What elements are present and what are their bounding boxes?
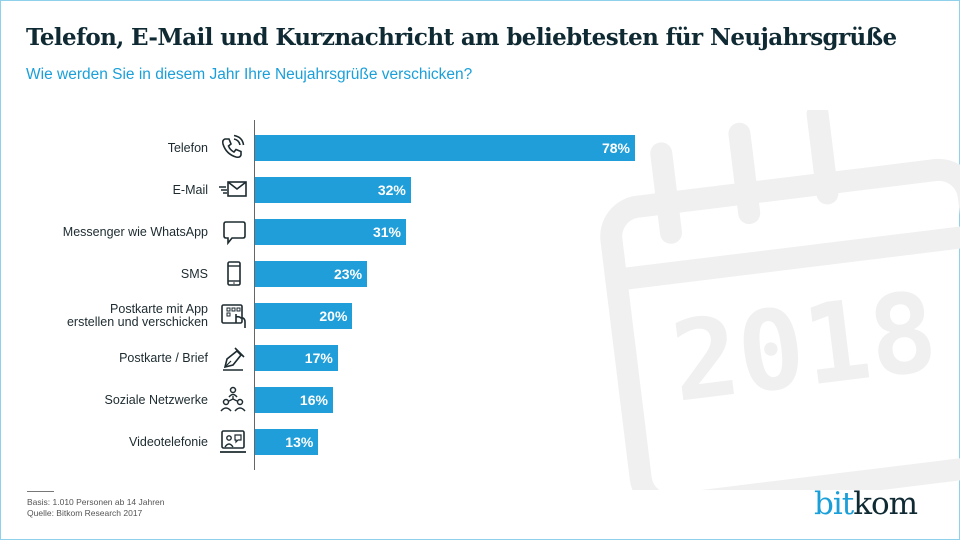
bar: 17%: [255, 345, 338, 371]
category-label: Telefon: [167, 140, 208, 155]
bar: 13%: [255, 429, 319, 455]
category-label: E-Mail: [172, 182, 208, 197]
footer-basis: Basis: 1.010 Personen ab 14 Jahren: [27, 497, 165, 507]
bar-value-label: 31%: [372, 224, 402, 240]
video-call-icon: [220, 430, 246, 453]
pen-icon: [223, 347, 245, 371]
bar-value-label: 32%: [377, 182, 406, 198]
bar-value-label: 17%: [304, 350, 333, 366]
email-icon: [219, 181, 247, 197]
chat-bubble-icon: [223, 221, 246, 246]
y-axis-line: [254, 120, 255, 470]
category-label: Postkarte mit App erstellen und verschic…: [66, 302, 208, 329]
bar-value-label: 16%: [299, 392, 328, 408]
bar: 23%: [255, 261, 368, 287]
category-label: SMS: [180, 266, 208, 281]
calendar-icon: 2018: [600, 110, 960, 490]
bar: 32%: [255, 177, 411, 203]
category-label: Postkarte / Brief: [119, 350, 208, 365]
phone-icon: [221, 134, 245, 159]
network-people-icon: [220, 386, 246, 412]
footer-rule: [27, 491, 54, 492]
smartphone-icon: [227, 261, 241, 286]
logo-part-kom: kom: [853, 486, 918, 522]
bar-value-label: 13%: [285, 434, 314, 450]
bar: 20%: [255, 303, 353, 329]
category-label: Videotelefonie: [128, 434, 208, 449]
bar-value-label: 78%: [601, 140, 630, 156]
category-label: Messenger wie WhatsApp: [62, 224, 208, 239]
category-label: Soziale Netzwerke: [104, 392, 208, 407]
footer-source: Quelle: Bitkom Research 2017: [27, 508, 143, 518]
bar: 16%: [255, 387, 333, 413]
tablet-app-icon: [221, 304, 246, 328]
bar: 78%: [255, 135, 635, 161]
bar: 31%: [255, 219, 407, 245]
chart-title: Telefon, E-Mail und Kurznachricht am bel…: [26, 24, 897, 51]
logo-part-bit: bit: [814, 486, 854, 522]
bar-value-label: 20%: [319, 308, 348, 324]
bitkom-logo: bitkom: [814, 486, 918, 522]
footer: Basis: 1.010 Personen ab 14 Jahren Quell…: [27, 497, 165, 519]
bar-value-label: 23%: [334, 266, 363, 282]
chart-subtitle: Wie werden Sie in diesem Jahr Ihre Neuja…: [26, 66, 473, 83]
